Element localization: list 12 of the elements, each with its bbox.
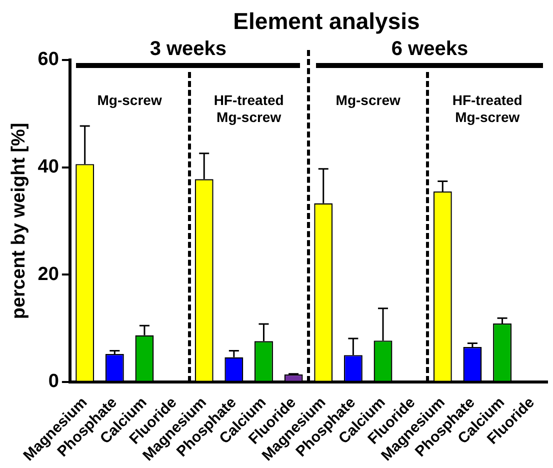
- chart-title: Element analysis: [232, 8, 421, 35]
- annotation: Mg-screw: [96, 92, 163, 109]
- annotation: HF-treated Mg-screw: [451, 92, 524, 126]
- y-tick-label: 60: [38, 49, 59, 70]
- annotation: HF-treated Mg-screw: [212, 92, 285, 126]
- text: 6 weeks: [390, 38, 470, 61]
- y-tick-label: 0: [48, 371, 59, 392]
- annotation: Mg-screw: [334, 92, 402, 109]
- y-tick-label: 40: [38, 156, 59, 178]
- y-tick-label: 20: [38, 264, 59, 285]
- y-axis-title: percent by weight [%]: [8, 122, 30, 320]
- text: 3 weeks: [148, 38, 228, 61]
